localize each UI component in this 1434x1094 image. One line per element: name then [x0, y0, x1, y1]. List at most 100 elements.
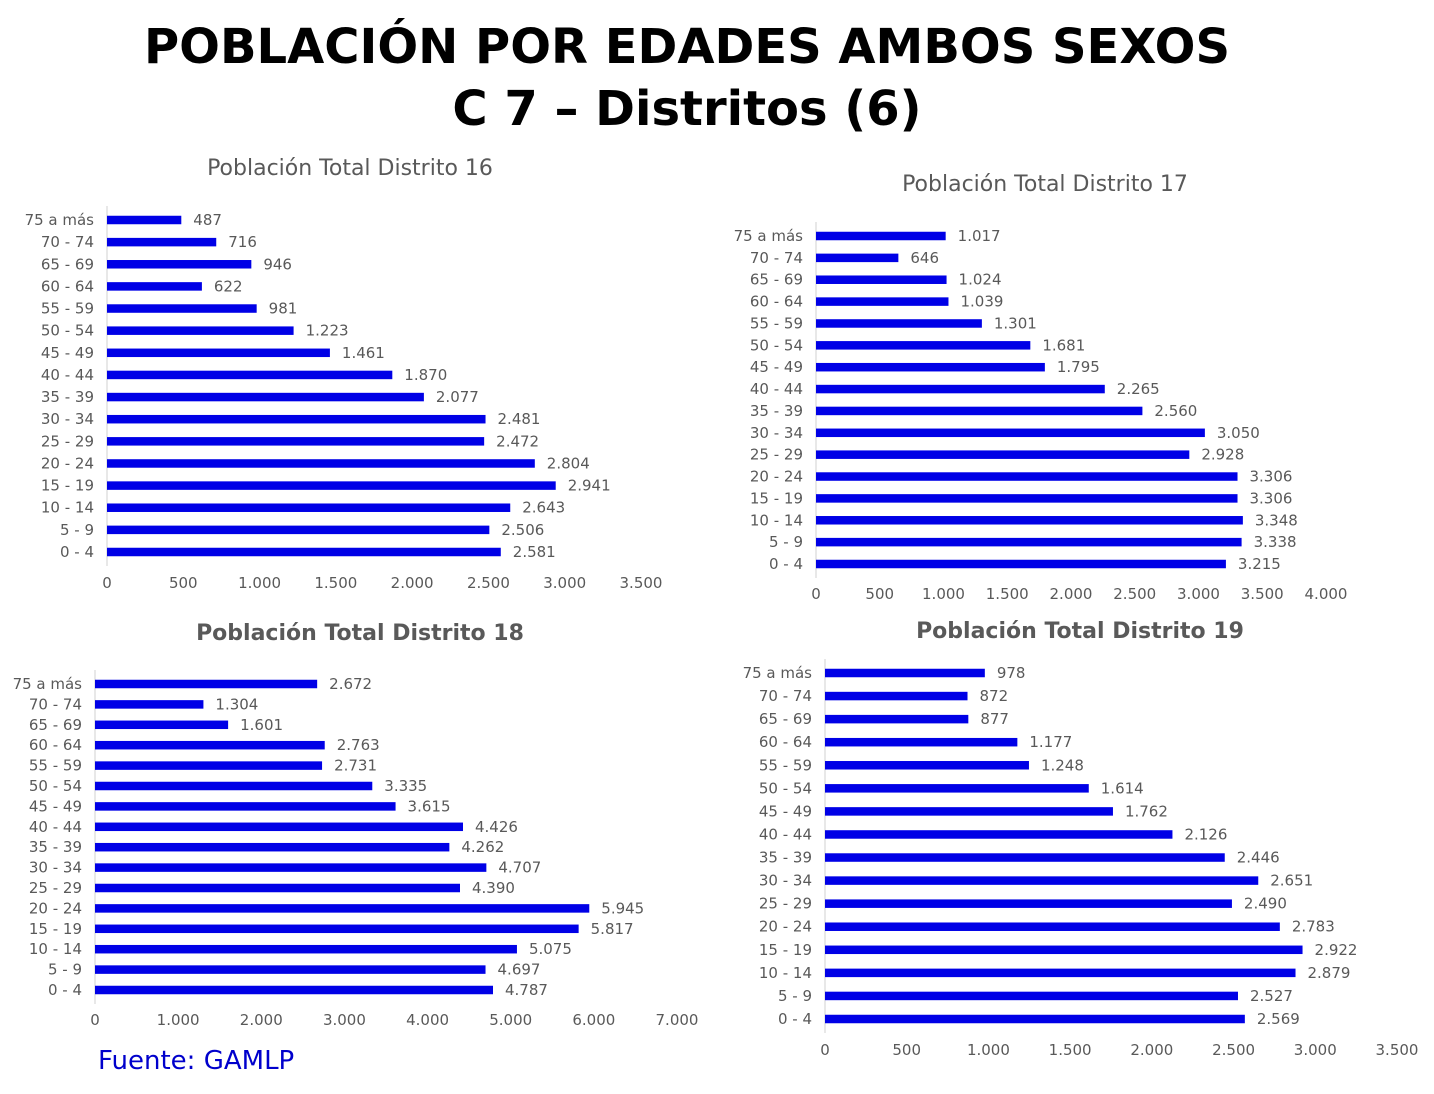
- data-label: 4.697: [498, 961, 541, 979]
- category-label: 5 - 9: [769, 533, 803, 551]
- data-label: 716: [228, 233, 257, 251]
- bar: [816, 450, 1190, 459]
- category-label: 35 - 39: [29, 838, 82, 856]
- bar: [107, 437, 485, 446]
- bar: [825, 876, 1259, 885]
- bar: [107, 481, 556, 490]
- data-label: 1.870: [404, 366, 447, 384]
- bar: [825, 945, 1303, 955]
- x-tick-label: 3.000: [543, 574, 586, 592]
- category-label: 0 - 4: [48, 981, 82, 999]
- category-label: 50 - 54: [29, 777, 82, 795]
- chart-distrito-19: Población Total Distrito 19 75 a más 978 7…: [710, 615, 1434, 1065]
- category-label: 70 - 74: [29, 695, 82, 713]
- x-tick-label: 4.000: [1305, 585, 1348, 603]
- x-tick-label: 3.500: [1241, 585, 1284, 603]
- category-label: 35 - 39: [759, 849, 812, 867]
- x-tick-label: 2.000: [1130, 1041, 1173, 1059]
- x-tick-label: 1.000: [157, 1011, 200, 1029]
- x-tick-label: 7.000: [656, 1011, 699, 1029]
- data-label: 3.215: [1238, 555, 1281, 573]
- data-label: 2.506: [501, 521, 544, 539]
- bar: [95, 781, 373, 791]
- chart-title: Población Total Distrito 18: [196, 621, 524, 646]
- bar: [825, 1014, 1245, 1024]
- data-label: 2.569: [1257, 1010, 1300, 1028]
- category-label: 50 - 54: [41, 322, 94, 340]
- x-tick-label: 1.000: [922, 585, 965, 603]
- bar: [825, 668, 985, 678]
- bar: [816, 406, 1143, 416]
- data-label: 3.306: [1250, 468, 1293, 486]
- bar: [107, 392, 424, 402]
- data-label: 2.265: [1117, 380, 1160, 398]
- data-label: 487: [193, 211, 222, 229]
- chart-distrito-17: Población Total Distrito 17 75 a más 1.01…: [700, 150, 1434, 610]
- page-title-line-2: C 7 – Distritos (6): [452, 81, 922, 137]
- data-label: 1.304: [215, 695, 258, 713]
- data-label: 5.945: [601, 899, 644, 917]
- bar: [825, 853, 1225, 862]
- x-tick-label: 1.000: [238, 574, 281, 592]
- category-label: 70 - 74: [759, 687, 812, 705]
- category-label: 15 - 19: [29, 920, 82, 938]
- data-label: 2.783: [1292, 918, 1335, 936]
- category-label: 55 - 59: [750, 314, 803, 332]
- bar: [95, 822, 463, 832]
- category-label: 65 - 69: [29, 716, 82, 734]
- bar: [825, 737, 1018, 747]
- category-label: 45 - 49: [41, 344, 94, 362]
- category-label: 25 - 29: [750, 446, 803, 464]
- bar: [816, 297, 949, 306]
- bar: [825, 691, 968, 701]
- bar: [816, 428, 1205, 438]
- data-label: 2.651: [1270, 872, 1313, 890]
- bar: [107, 326, 294, 335]
- bar: [816, 362, 1045, 372]
- page-title-line-1: POBLACIÓN POR EDADES AMBOS SEXOS: [143, 19, 1231, 75]
- x-tick-label: 0: [820, 1041, 830, 1059]
- category-label: 20 - 24: [41, 454, 94, 472]
- data-label: 3.050: [1217, 424, 1260, 442]
- bar: [816, 472, 1238, 481]
- x-tick-label: 5.000: [489, 1011, 532, 1029]
- bar: [825, 714, 969, 724]
- category-label: 60 - 64: [29, 736, 82, 754]
- data-label: 2.879: [1308, 964, 1351, 982]
- category-label: 70 - 74: [41, 233, 94, 251]
- x-tick-label: 0: [811, 585, 821, 603]
- category-label: 45 - 49: [759, 802, 812, 820]
- data-label: 2.763: [337, 736, 380, 754]
- category-label: 75 a más: [25, 211, 95, 229]
- data-label: 946: [263, 255, 292, 273]
- data-label: 4.787: [505, 981, 548, 999]
- category-label: 40 - 44: [29, 818, 82, 836]
- category-label: 55 - 59: [41, 300, 94, 318]
- data-label: 981: [269, 300, 298, 318]
- bar: [107, 260, 252, 269]
- bar: [825, 784, 1089, 793]
- chart-distrito-18: Población Total Distrito 18 75 a más 2.67…: [0, 615, 710, 1035]
- data-label: 5.817: [591, 920, 634, 938]
- bar: [107, 525, 490, 535]
- category-label: 55 - 59: [759, 756, 812, 774]
- x-tick-label: 2.500: [467, 574, 510, 592]
- bar: [816, 231, 946, 241]
- chart-plot: 75 a más 487 70 - 74 716 65 - 69 946 60 - 64 62…: [25, 206, 662, 592]
- category-label: 45 - 49: [750, 358, 803, 376]
- data-label: 2.922: [1315, 941, 1358, 959]
- data-label: 2.472: [496, 432, 539, 450]
- category-label: 50 - 54: [759, 779, 812, 797]
- data-label: 646: [910, 249, 939, 267]
- x-tick-label: 500: [892, 1041, 921, 1059]
- bar: [107, 304, 257, 313]
- category-label: 65 - 69: [759, 710, 812, 728]
- chart-title: Población Total Distrito 19: [916, 619, 1244, 644]
- data-label: 3.335: [384, 777, 427, 795]
- bar: [95, 842, 450, 852]
- category-label: 15 - 19: [41, 477, 94, 495]
- bar: [95, 863, 487, 872]
- category-label: 30 - 34: [750, 424, 803, 442]
- bar: [107, 370, 393, 380]
- bar: [825, 830, 1173, 839]
